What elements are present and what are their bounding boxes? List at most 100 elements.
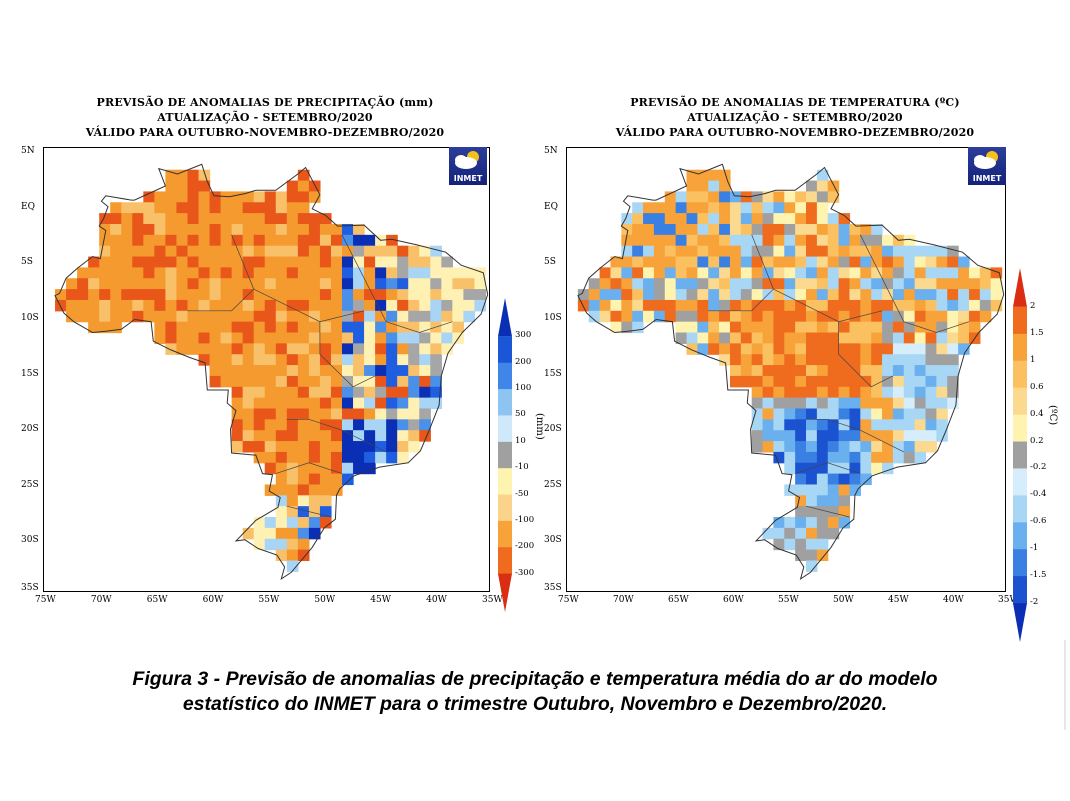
grid-cell: [242, 397, 255, 410]
grid-cell: [176, 321, 189, 334]
grid-cell: [914, 332, 927, 344]
grid-cell: [806, 365, 818, 377]
colorbar-swatch: [498, 362, 512, 390]
grid-cell: [242, 354, 255, 366]
grid-cell: [860, 365, 872, 377]
grid-cell: [319, 506, 332, 518]
grid-cell: [882, 278, 894, 290]
grid-cell: [187, 299, 200, 312]
grid-cell: [264, 517, 277, 529]
grid-cell: [914, 386, 927, 399]
grid-cell: [979, 289, 992, 301]
grid-cell: [275, 202, 288, 214]
grid-cell: [242, 278, 255, 290]
grid-cell: [220, 245, 233, 258]
grid-cell: [209, 191, 222, 203]
grid-cell: [719, 213, 731, 225]
grid-cell: [892, 321, 905, 334]
grid-cell: [653, 245, 666, 258]
grid-cell: [353, 321, 365, 334]
grid-cell: [397, 256, 409, 268]
grid-cell: [231, 419, 244, 431]
grid-cell: [110, 310, 122, 323]
grid-cell: [827, 299, 840, 312]
grid-cell: [275, 354, 288, 366]
grid-cell: [795, 462, 807, 475]
grid-cell: [697, 278, 709, 290]
grid-cell: [860, 462, 872, 475]
grid-cell: [441, 278, 453, 290]
grid-cell: [386, 365, 398, 377]
latitude-tick-label: 25S: [21, 479, 39, 490]
grid-cell: [154, 245, 167, 258]
grid-cell: [297, 506, 310, 518]
grid-cell: [773, 289, 785, 301]
grid-cell: [871, 451, 883, 464]
grid-cell: [610, 310, 622, 323]
grid-cell: [297, 419, 310, 431]
grid-cell: [386, 245, 398, 258]
grid-cell: [784, 191, 796, 203]
grid-cell: [430, 343, 442, 355]
grid-cell: [795, 234, 807, 247]
grid-cell: [187, 343, 200, 355]
grid-cell: [88, 310, 100, 323]
grid-cell: [958, 267, 970, 279]
grid-cell: [784, 484, 796, 496]
grid-cell: [176, 332, 189, 344]
grid-cell: [882, 408, 894, 420]
grid-cell: [397, 289, 409, 301]
grid-cell: [599, 310, 612, 323]
grid-cell: [860, 419, 872, 431]
grid-cell: [773, 354, 785, 366]
grid-cell: [795, 527, 807, 540]
grid-cell: [297, 245, 310, 258]
grid-cell: [253, 267, 266, 279]
grid-cell: [209, 299, 222, 312]
grid-cell: [286, 462, 299, 475]
grid-cell: [849, 451, 861, 464]
grid-cell: [784, 256, 796, 268]
grid-cell: [936, 419, 948, 431]
grid-cell: [353, 375, 365, 388]
grid-cell: [816, 549, 829, 562]
grid-cell: [806, 256, 818, 268]
latitude-tick-label: 35S: [21, 583, 39, 593]
grid-cell: [364, 365, 376, 377]
grid-cell: [231, 245, 244, 258]
grid-cell: [209, 365, 222, 377]
grid-cell: [386, 289, 398, 301]
grid-cell: [860, 354, 872, 366]
grid-cell: [176, 191, 189, 203]
grid-cell: [319, 332, 332, 344]
state-boundary: [341, 234, 453, 333]
grid-cell: [231, 321, 244, 334]
grid-cell: [719, 343, 731, 355]
grid-cell: [697, 332, 709, 344]
grid-cell: [740, 256, 753, 268]
grid-cell: [330, 430, 343, 442]
grid-cell: [968, 321, 981, 334]
grid-cell: [827, 386, 840, 399]
grid-cell: [253, 517, 266, 529]
grid-cell: [675, 332, 688, 344]
grid-cell: [408, 419, 420, 431]
grid-cell: [308, 397, 321, 410]
grid-cell: [342, 310, 354, 323]
grid-cell: [319, 223, 332, 236]
title-line: ATUALIZAÇÃO - SETEMBRO/2020: [687, 111, 903, 124]
grid-cell: [588, 299, 601, 312]
grid-cell: [795, 202, 807, 214]
grid-cell: [632, 202, 644, 214]
grid-cell: [784, 223, 796, 236]
grid-cell: [264, 354, 277, 366]
grid-cell: [708, 321, 720, 334]
grid-cell: [319, 386, 332, 399]
grid-cell: [253, 375, 266, 388]
grid-cell: [806, 506, 818, 518]
grid-cell: [308, 289, 321, 301]
grid-cell: [686, 191, 698, 203]
grid-cell: [297, 321, 310, 334]
grid-cell: [154, 299, 167, 312]
grid-cell: [286, 441, 299, 453]
